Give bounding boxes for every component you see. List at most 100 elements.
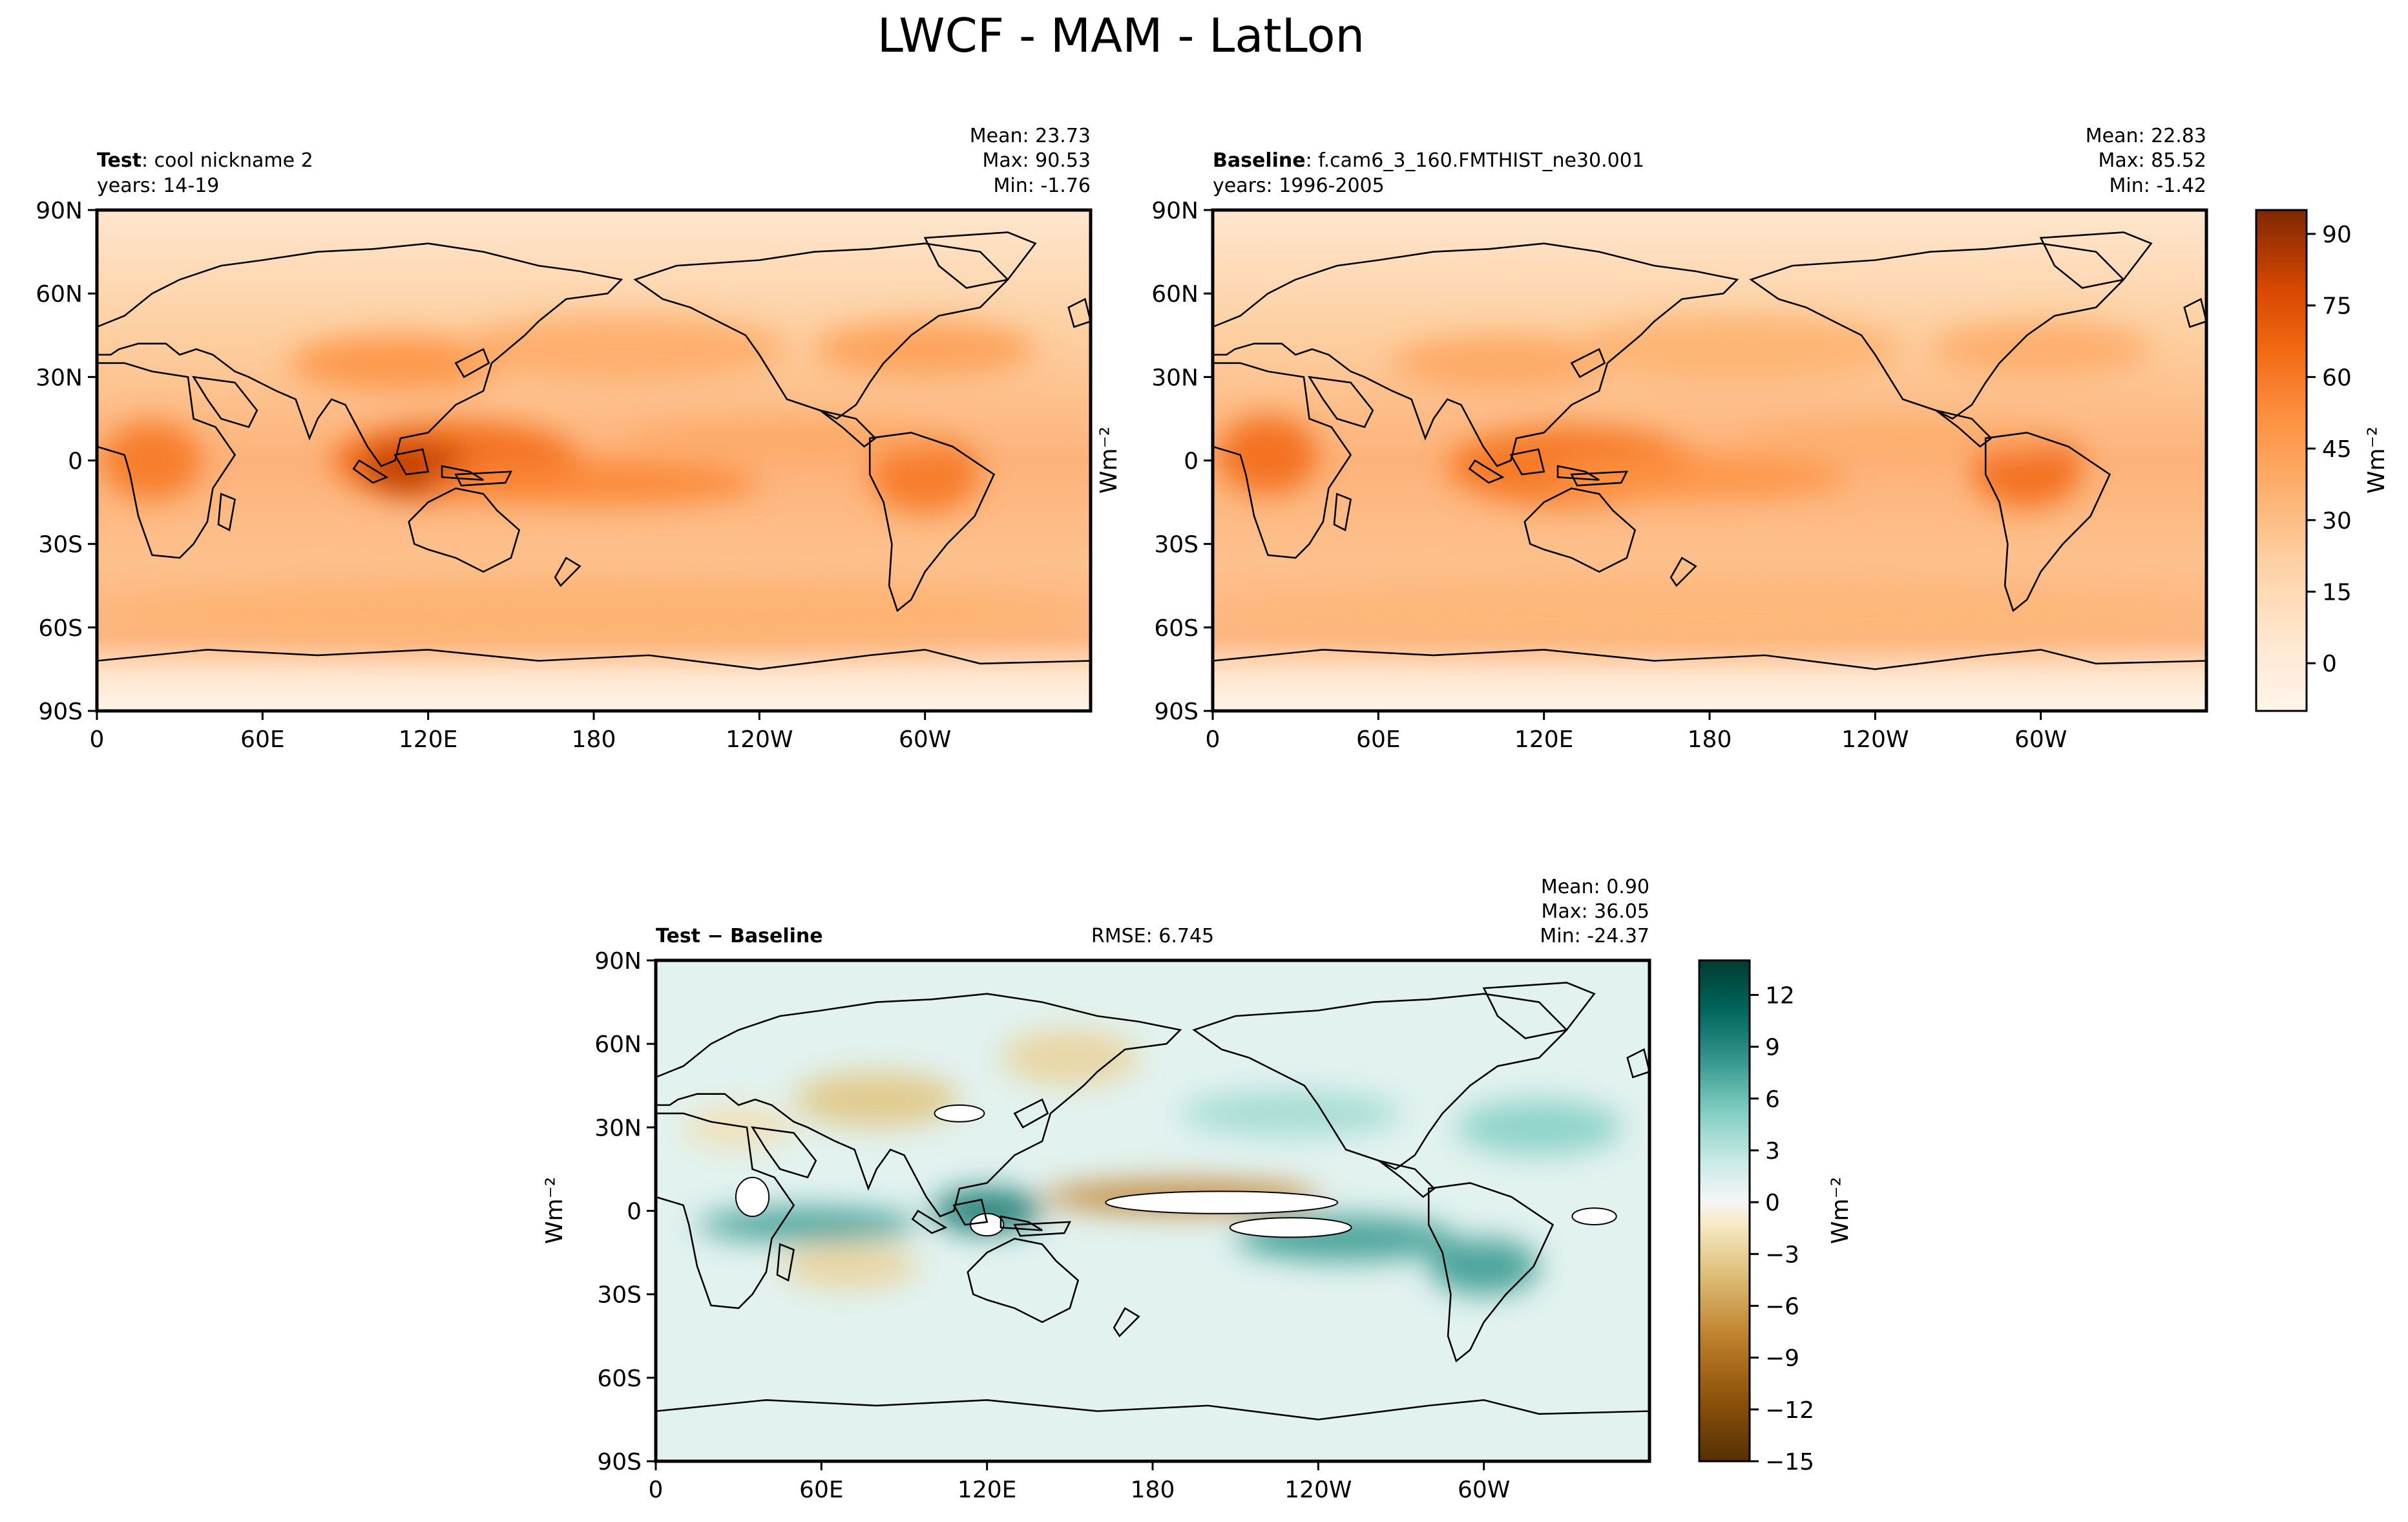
field-anomaly-7 [1213, 580, 2206, 647]
panel-years: years: 14-19 [97, 174, 219, 197]
colorbar-tick-label: 9 [1765, 1035, 1780, 1061]
panel-header: Test − Baseline RMSE: 6.745 Mean: 0.90 M… [656, 876, 1649, 947]
field-anomaly-6 [814, 321, 1036, 377]
ylabel-diff: Wm⁻² [541, 1177, 568, 1244]
panel-label-bold: Baseline [1213, 149, 1306, 172]
x-tick-label: 0 [90, 726, 105, 753]
x-tick-label: 120W [1841, 726, 1909, 753]
stat-max: Max: 90.53 [982, 149, 1091, 172]
y-tick-label: 0 [627, 1199, 642, 1225]
x-tick-label: 180 [1131, 1477, 1175, 1503]
field-anomaly-7 [455, 315, 788, 383]
y-tick-label: 30S [1154, 532, 1199, 558]
y-tick-label: 90N [594, 948, 642, 975]
stat-min: Min: -1.42 [2110, 174, 2207, 197]
y-tick-label: 60N [594, 1031, 642, 1058]
colorbar-tick-label: −3 [1765, 1242, 1799, 1268]
colorbar-tick-label: −15 [1765, 1449, 1814, 1475]
field-anomaly-6 [1571, 315, 1903, 383]
x-tick-label: 180 [1688, 726, 1732, 753]
y-tick-label: 60S [1154, 615, 1199, 642]
rmse: RMSE: 6.745 [1091, 925, 1214, 947]
x-tick-label: 60E [240, 726, 285, 753]
field-anomaly-10 [683, 1105, 794, 1150]
out-of-range-region-3 [1105, 1190, 1339, 1214]
x-tick-label: 120E [958, 1477, 1016, 1503]
ylabel-mid: Wm⁻² [1096, 427, 1122, 494]
colorbar-tick-label: 75 [2322, 293, 2352, 320]
x-tick-label: 120W [726, 726, 793, 753]
y-tick-label: 60S [38, 615, 83, 642]
stat-max: Max: 36.05 [1541, 900, 1649, 923]
x-tick-label: 120E [399, 726, 457, 753]
field-anomaly-4 [1392, 335, 1613, 391]
colorbar-gradient [2255, 209, 2308, 712]
x-tick-label: 60W [1458, 1477, 1510, 1503]
x-tick-label: 120W [1284, 1477, 1352, 1503]
colorbar-tick-label: 15 [2322, 579, 2352, 606]
x-tick-label: 60E [799, 1477, 844, 1503]
field-anomaly-2 [102, 421, 202, 500]
field-anomaly-0 [697, 1208, 918, 1242]
panel-label-rest: : cool nickname 2 [141, 149, 313, 172]
colorbar-tick-label: 0 [1765, 1190, 1780, 1216]
stat-mean: Mean: 0.90 [1541, 876, 1649, 898]
x-tick-label: 60W [899, 726, 951, 753]
y-tick-label: 30N [594, 1115, 642, 1141]
colorbar-diff: −15 −12 −9 −6 −3 0 3 6 9 12 Wm⁻² [1698, 959, 1854, 1475]
field-anomaly-3 [1544, 454, 1848, 500]
y-tick-label: 30S [597, 1282, 642, 1309]
stat-mean: Mean: 22.83 [2086, 125, 2206, 147]
field-anomaly-7 [780, 1244, 918, 1289]
field-anomaly-6 [1001, 1030, 1139, 1086]
field-anomaly-9 [1180, 1091, 1401, 1136]
y-tick-label: 90N [1151, 198, 1199, 224]
x-tick-label: 0 [649, 1477, 664, 1503]
x-tick-label: 0 [1206, 726, 1220, 753]
out-of-range-region-1 [970, 1212, 1005, 1237]
colorbar-tick-label: 12 [1765, 982, 1795, 1009]
y-tick-label: 90S [38, 699, 83, 725]
panel-header: Test: cool nickname 2 years: 14-19 Mean:… [97, 125, 1091, 197]
y-tick-label: 30N [1151, 365, 1199, 391]
y-tick-label: 60N [36, 281, 83, 308]
field-anomaly-8 [97, 580, 1091, 647]
y-tick-label: 60S [597, 1366, 642, 1392]
colorbar-tick-label: 3 [1765, 1138, 1780, 1165]
x-tick-label: 60W [2015, 726, 2067, 753]
field-anomaly-1 [1218, 416, 1318, 494]
colorbar-gradient [1698, 959, 1751, 1463]
field-anomaly-1 [932, 1189, 1043, 1233]
baseline-panel: Baseline: f.cam6_3_160.FMTHIST_ne30.001 … [1096, 125, 2208, 753]
field-anomaly-4 [1429, 1238, 1540, 1295]
y-tick-label: 90N [36, 198, 83, 224]
diff-panel: Test − Baseline RMSE: 6.745 Mean: 0.90 M… [541, 876, 1651, 1503]
x-tick-label: 120E [1514, 726, 1573, 753]
field-anomaly-8 [1737, 421, 2069, 455]
panel-header: Baseline: f.cam6_3_160.FMTHIST_ne30.001 … [1213, 125, 2206, 197]
y-tick-label: 0 [68, 449, 83, 475]
colorbar-tick-label: 45 [2322, 436, 2352, 463]
test-panel: Test: cool nickname 2 years: 14-19 Mean:… [36, 125, 1093, 753]
y-tick-label: 60N [1151, 281, 1199, 308]
stat-min: Min: -24.37 [1540, 925, 1649, 947]
out-of-range-region-0 [934, 1104, 985, 1123]
colorbar-tick-label: 30 [2322, 508, 2352, 534]
colorbar-tick-label: 60 [2322, 365, 2352, 391]
field-anomaly-8 [1456, 1099, 1622, 1156]
colorbar-tick-label: −12 [1765, 1397, 1814, 1424]
colorbar-orange: 0 15 30 45 60 75 90 Wm⁻² [2255, 209, 2390, 712]
stat-mean: Mean: 23.73 [970, 125, 1091, 147]
panel-label-bold: Test [97, 149, 141, 172]
svg-text:Test: cool nickname 2: Test: cool nickname 2 [97, 149, 313, 172]
out-of-range-region-4 [1229, 1217, 1352, 1238]
x-tick-label: 180 [572, 726, 616, 753]
colorbar-tick-label: 0 [2322, 651, 2337, 677]
y-tick-label: 0 [1184, 449, 1199, 475]
out-of-range-region-2 [735, 1176, 770, 1218]
y-tick-label: 90S [597, 1449, 642, 1475]
field-anomaly-4 [428, 460, 760, 505]
stat-max: Max: 85.52 [2098, 149, 2206, 172]
panel-label-bold: Test − Baseline [656, 925, 823, 947]
